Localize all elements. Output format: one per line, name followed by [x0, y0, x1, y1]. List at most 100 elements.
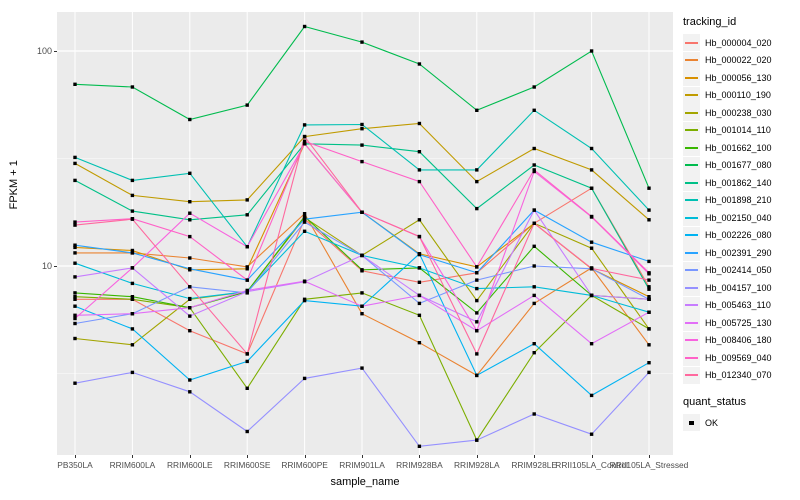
legend-line-swatch-icon [685, 234, 698, 237]
x-tick-label-RRIM600LA: RRIM600LA [109, 460, 156, 470]
legend-title: tracking_id [683, 16, 737, 28]
data-point [475, 286, 479, 291]
data-point [475, 271, 479, 275]
data-point [188, 218, 192, 222]
data-point [647, 271, 651, 275]
legend-entry-Hb_000110_190: Hb_000110_190 [683, 86, 799, 105]
x-tick-label-RRIM901LA: RRIM901LA [339, 460, 385, 470]
legend-entry-Hb_000022_020: Hb_000022_020 [683, 51, 799, 70]
legend-key [683, 139, 700, 157]
legend-key [683, 296, 700, 314]
legend-label: Hb_000004_020 [705, 37, 772, 48]
data-point [302, 134, 307, 139]
data-point [417, 301, 422, 306]
data-point [130, 248, 135, 253]
legend-line-swatch-icon [685, 41, 698, 44]
data-point [245, 265, 249, 269]
data-point [417, 293, 422, 298]
legend-key [683, 331, 700, 349]
x-tick-mark [189, 455, 191, 458]
legend-key [683, 349, 700, 367]
legend-label: Hb_004157_100 [705, 282, 772, 293]
data-point [647, 310, 651, 314]
legend-entry-Hb_000004_020: Hb_000004_020 [683, 34, 799, 52]
data-point [589, 246, 594, 250]
data-point [245, 352, 249, 356]
data-point [245, 386, 249, 390]
x-tick-mark [132, 455, 134, 458]
data-point [245, 278, 249, 282]
data-point [417, 179, 422, 184]
data-point [130, 312, 135, 316]
legend-label: Hb_001677_080 [705, 160, 772, 171]
legend-label: Hb_002226_080 [705, 230, 772, 241]
data-point [73, 261, 77, 265]
data-point [73, 82, 77, 86]
legend-line-swatch-icon [685, 129, 698, 132]
quant-legend-label: OK [705, 417, 719, 428]
data-point [302, 229, 307, 233]
data-point [475, 168, 479, 172]
black-square-marker-icon [689, 420, 694, 425]
data-point [188, 329, 192, 333]
data-point [188, 306, 192, 310]
data-point [417, 266, 422, 270]
data-point [130, 217, 135, 221]
data-point [130, 209, 135, 213]
x-tick-mark [362, 455, 363, 458]
legend-key [683, 156, 700, 174]
data-point [360, 268, 364, 272]
data-point [130, 266, 135, 270]
data-point [73, 223, 77, 227]
data-point [73, 291, 77, 295]
data-point [475, 329, 479, 333]
data-point [532, 351, 536, 355]
data-point [532, 264, 536, 268]
data-point [360, 366, 364, 370]
x-tick-label-RRIM928LA: RRIM928LA [453, 460, 500, 470]
data-point [532, 244, 536, 248]
data-point [73, 161, 77, 166]
x-tick-label-RRIM600SE: RRIM600SE [223, 460, 271, 470]
data-point [73, 297, 77, 301]
plot-panel [57, 12, 673, 455]
legend-key [683, 279, 700, 297]
legend-key [683, 314, 700, 332]
data-point [647, 361, 651, 365]
x-tick-label-RRII105LA_Stressed: RRII105LA_Stressed [609, 460, 689, 470]
data-point [302, 279, 307, 283]
legend-entry-Hb_005725_130: Hb_005725_130 [683, 314, 799, 332]
y-axis-title: FPKM + 1 [8, 160, 20, 210]
data-point [188, 390, 192, 394]
data-point [130, 251, 135, 255]
data-point [302, 212, 307, 216]
data-point [532, 208, 536, 212]
data-point [130, 370, 135, 375]
data-point [532, 301, 536, 306]
x-tick-mark [419, 455, 421, 458]
data-point [417, 341, 422, 345]
data-point [130, 295, 135, 299]
legend-label: Hb_012340_070 [705, 370, 772, 381]
data-point [245, 288, 249, 293]
data-point [188, 314, 192, 318]
legend-key [683, 104, 700, 122]
data-point [188, 200, 192, 204]
x-tick-mark [534, 455, 536, 458]
data-point [589, 146, 594, 151]
data-point [475, 179, 479, 184]
x-tick-mark [476, 455, 478, 458]
data-point [647, 218, 651, 222]
data-point [245, 429, 249, 434]
data-point [532, 108, 536, 112]
data-point [188, 267, 192, 271]
legend-entry-Hb_001677_080: Hb_001677_080 [683, 156, 799, 175]
x-tick-label-RRII105LA_Control: RRII105LA_Control [555, 460, 628, 470]
quant-status-legend: quant_status OK [683, 396, 799, 432]
data-point [647, 327, 651, 331]
legend-label: Hb_000110_190 [705, 90, 771, 101]
x-tick-mark [649, 455, 650, 458]
x-tick-mark [591, 455, 593, 458]
y-tick-mark [54, 51, 57, 52]
data-point [73, 243, 77, 247]
